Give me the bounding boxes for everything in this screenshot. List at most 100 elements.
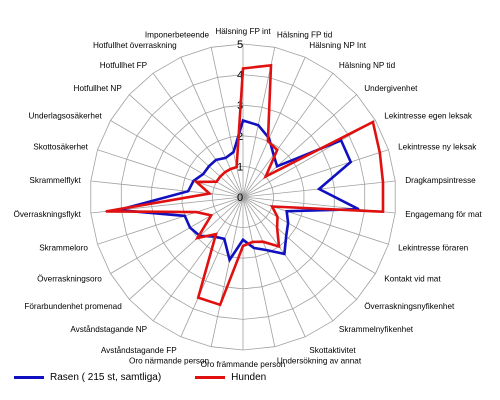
data-point-hunden-11 [276, 216, 279, 218]
data-point-rasen-12 [285, 235, 288, 237]
data-point-hunden-16 [242, 245, 244, 247]
category-label-19: Avståndstagande NP [70, 324, 147, 334]
grid-spoke-4 [242, 72, 334, 198]
data-point-rasen-21 [189, 226, 191, 229]
grid-spoke-14 [242, 196, 306, 337]
data-point-hunden-5 [264, 175, 267, 178]
grid-spoke-26 [110, 120, 244, 198]
category-label-29: Hotfullhet överraskning [93, 41, 177, 50]
grid-spoke-5 [242, 94, 357, 198]
category-label-20: Förarbundenhet promenad [24, 302, 122, 311]
category-label-7: Lekintresse ny leksak [398, 143, 477, 152]
category-label-11: Kontakt vid mat [384, 275, 441, 284]
data-point-hunden-13 [278, 245, 280, 248]
data-point-hunden-10 [271, 205, 273, 208]
category-label-18: Avståndstagande FP [101, 345, 177, 355]
data-point-rasen-7 [349, 161, 352, 163]
category-label-10: Lekintresse föraren [398, 243, 469, 252]
data-point-rasen-1 [242, 119, 244, 122]
data-point-hunden-4 [276, 149, 279, 151]
data-point-rasen-28 [215, 159, 217, 161]
grid-spoke-12 [242, 196, 357, 300]
data-point-rasen-30 [232, 151, 235, 154]
category-label-30: Imponerbeteende [145, 31, 210, 40]
data-point-hunden-23 [105, 210, 107, 213]
grid-spoke-20 [129, 196, 244, 300]
data-point-rasen-24 [187, 190, 190, 193]
category-label-25: Skottosäkerhet [33, 143, 88, 152]
grid-spoke-30 [210, 47, 244, 198]
data-point-hunden-25 [195, 181, 198, 183]
category-label-17: Oro närmande person [129, 357, 210, 366]
data-point-hunden-15 [251, 241, 254, 243]
data-point-rasen-16 [242, 238, 244, 241]
category-label-9: Engagemang för mat [405, 210, 482, 219]
data-point-rasen-22 [183, 215, 186, 217]
data-point-hunden-21 [210, 214, 213, 217]
data-point-rasen-11 [287, 222, 289, 224]
category-label-23: Överraskningsflykt [13, 209, 81, 219]
data-point-hunden-8 [382, 181, 384, 184]
data-point-hunden-24 [208, 192, 211, 195]
tick-label-4: 4 [237, 70, 243, 82]
grid-spoke-17 [210, 196, 244, 347]
grid-spoke-29 [180, 57, 244, 198]
data-point-hunden-9 [382, 210, 384, 213]
data-point-hunden-18 [197, 296, 200, 299]
data-point-rasen-26 [202, 173, 205, 176]
category-label-13: Skrammelnyfikenhet [339, 325, 414, 334]
grid-spoke-7 [242, 149, 389, 198]
category-label-16: Oro främmande person [201, 360, 286, 369]
data-point-hunden-14 [262, 240, 264, 243]
data-point-hunden-20 [196, 237, 199, 239]
grid-spoke-15 [242, 196, 276, 347]
category-label-12: Överraskningsnyfikenhet [364, 301, 455, 311]
category-label-1: Hälsning FP int [215, 27, 271, 36]
legend: Rasen ( 215 st, samtliga) Hunden [14, 372, 300, 383]
data-point-hunden-1 [242, 67, 244, 70]
category-label-14: Skottaktivitet [309, 346, 356, 355]
category-label-8: Dragkampsintresse [405, 176, 476, 185]
tick-label-5: 5 [237, 39, 243, 51]
grid-spoke-3 [242, 57, 306, 198]
tick-label-0: 0 [237, 192, 243, 204]
data-point-rasen-15 [252, 247, 255, 249]
data-point-rasen-6 [340, 139, 342, 142]
data-point-hunden-28 [224, 171, 226, 174]
data-point-hunden-29 [229, 168, 232, 170]
legend-item-hunden: Hunden [195, 372, 266, 383]
legend-item-rasen: Rasen ( 215 st, samtliga) [14, 372, 161, 383]
tick-label-1: 1 [237, 161, 243, 173]
category-label-28: Hotfullhet FP [100, 61, 148, 70]
series-layer [105, 63, 385, 307]
legend-swatch-hunden [195, 376, 226, 379]
grid-spoke-13 [242, 196, 334, 322]
data-point-rasen-29 [224, 157, 227, 159]
legend-label-hunden: Hunden [231, 372, 267, 383]
data-point-rasen-13 [283, 253, 286, 255]
data-point-hunden-30 [235, 166, 238, 169]
data-point-rasen-8 [318, 188, 320, 190]
data-point-hunden-17 [219, 303, 222, 306]
grid-spoke-11 [242, 196, 376, 274]
grid-spoke-24 [90, 180, 244, 198]
grid-spoke-21 [110, 196, 244, 274]
category-label-2: Hälsning FP tid [277, 31, 333, 40]
grid-spoke-19 [152, 196, 244, 322]
data-point-rasen-10 [285, 210, 288, 213]
data-point-rasen-2 [257, 124, 260, 127]
grid-spoke-28 [152, 72, 244, 198]
grid-spoke-10 [242, 196, 389, 245]
data-point-rasen-17 [228, 259, 231, 261]
data-point-hunden-27 [219, 175, 222, 178]
data-point-rasen-5 [276, 165, 278, 168]
data-point-hunden-12 [276, 226, 278, 229]
legend-label-rasen: Rasen ( 215 st, samtliga) [50, 372, 162, 383]
data-point-hunden-7 [378, 151, 381, 154]
category-label-4: Hälsning NP tid [339, 61, 396, 70]
category-label-22: Skrammeloro [39, 243, 88, 252]
grid-spoke-27 [129, 94, 244, 198]
category-label-6: Lekintresse egen leksak [384, 112, 473, 121]
data-point-hunden-3 [267, 140, 269, 143]
data-point-rasen-27 [208, 165, 210, 168]
